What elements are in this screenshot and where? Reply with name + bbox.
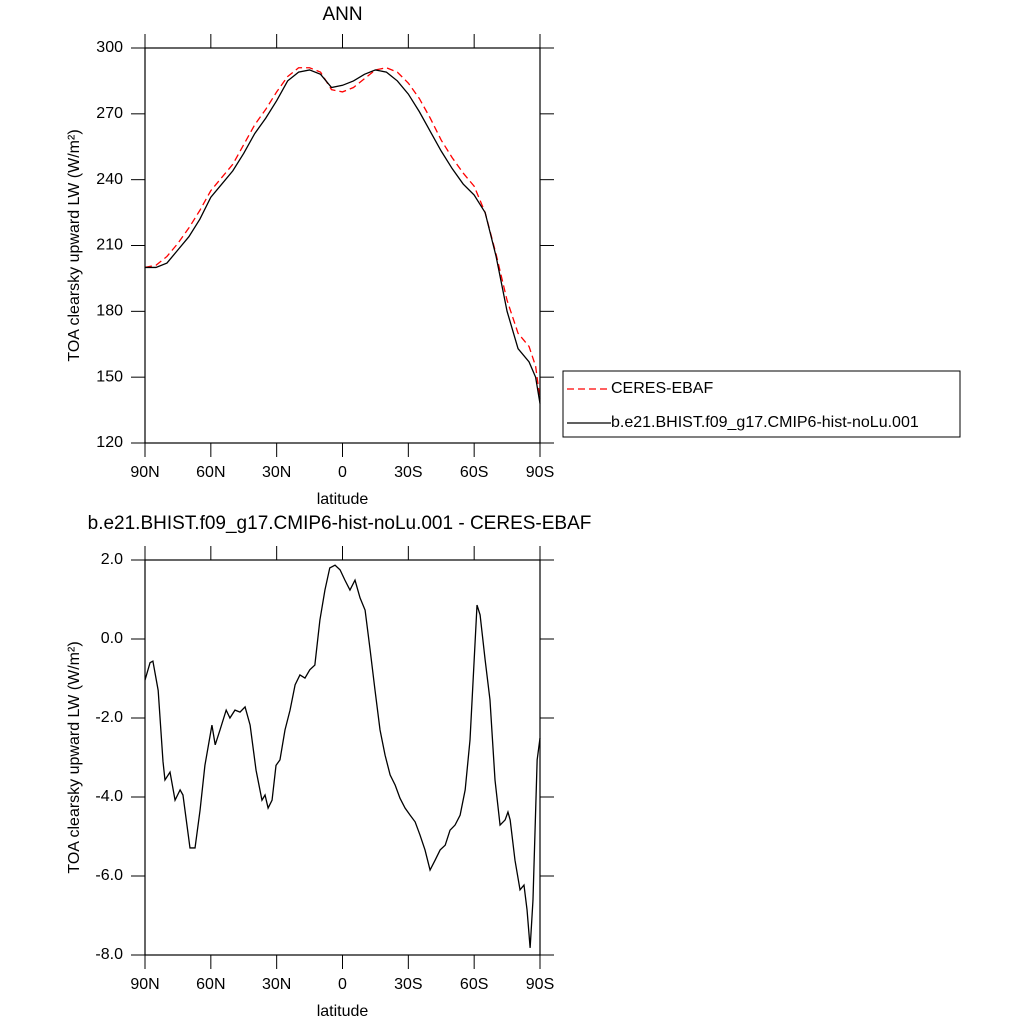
legend-label: b.e21.BHIST.f09_g17.CMIP6-hist-noLu.001 [611,414,919,431]
y-tick-label: 210 [96,237,123,254]
x-tick-label: 90N [130,976,159,993]
data-line [144,564,541,948]
x-tick-label: 30N [262,464,291,481]
y-tick-label: 150 [96,368,123,385]
x-tick-label: 60S [460,976,488,993]
chart-title: b.e21.BHIST.f09_g17.CMIP6-hist-noLu.001 … [88,513,592,534]
y-axis-label: TOA clearsky upward LW (W/m²) [66,129,83,361]
plot-frame [144,47,541,444]
x-tick-label: 0 [338,976,347,993]
x-tick-label: 90S [526,976,554,993]
y-axis-label: TOA clearsky upward LW (W/m²) [66,641,83,873]
y-tick-label: -2.0 [95,709,123,726]
y-tick-label: 2.0 [101,551,123,568]
y-tick-label: -8.0 [95,946,123,963]
y-tick-label: 120 [96,434,123,451]
y-tick-label: 300 [96,39,123,56]
plot-frame [144,559,541,956]
data-line [145,69,541,404]
x-tick-label: 90N [130,464,159,481]
legend-box [562,370,961,438]
x-axis-label: latitude [317,491,369,508]
legend: CERES-EBAF b.e21.BHIST.f09_g17.CMIP6-hist… [562,370,961,438]
x-tick-label: 60N [196,464,225,481]
y-tick-label: 270 [96,105,123,122]
x-tick-label: 90S [526,464,554,481]
y-tick-label: 240 [96,171,123,188]
y-tick-label: -4.0 [95,788,123,805]
x-tick-label: 30S [394,976,422,993]
data-line [144,67,541,400]
legend-label: CERES-EBAF [611,380,713,397]
x-tick-label: 0 [338,464,347,481]
x-axis-label: latitude [317,1003,369,1020]
y-tick-label: 180 [96,303,123,320]
y-tick-label: 0.0 [101,630,123,647]
x-tick-label: 30N [262,976,291,993]
x-tick-label: 60S [460,464,488,481]
x-tick-label: 60N [196,976,225,993]
y-tick-label: -6.0 [95,867,123,884]
chart-title: ANN [322,4,362,25]
x-tick-label: 30S [394,464,422,481]
